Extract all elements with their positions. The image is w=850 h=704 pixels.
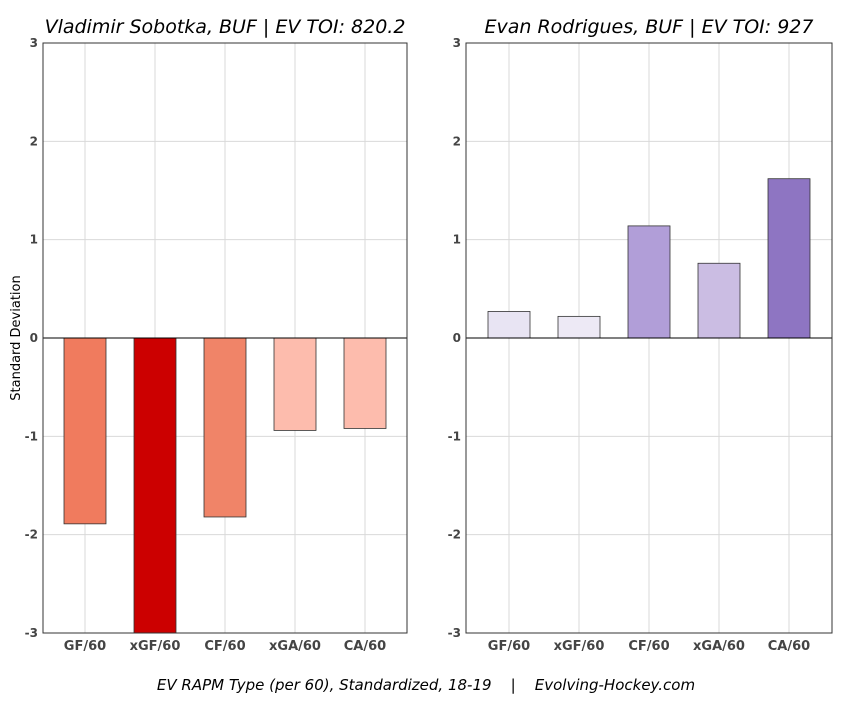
bar-xga-per-60: [697, 262, 741, 339]
chart-panel-1: -3 -2 -1 0 1 2 3 GF/60 xGF/60 CF/60 xGA/60 CA/60 Vla…: [25, 16, 408, 654]
y-tick-label: 1: [30, 233, 38, 247]
y-tick-label: -3: [448, 626, 461, 640]
x-tick-label: xGA/60: [269, 639, 321, 654]
bar-xga-per-60: [273, 337, 317, 431]
x-tick-label: xGF/60: [554, 639, 605, 654]
bar-gf-per-60: [63, 337, 107, 525]
y-tick-label: 3: [30, 36, 38, 50]
y-tick-label: -2: [448, 528, 461, 542]
x-tick-label: GF/60: [64, 639, 106, 654]
x-tick-label: CA/60: [344, 639, 386, 654]
y-tick-label: 2: [453, 134, 461, 148]
chart-panel-2: -3 -2 -1 0 1 2 3 GF/60 xGF/60 CF/60 xGA/60 CA/60 Eva…: [448, 16, 833, 654]
bar-cf-per-60: [203, 337, 247, 518]
bar-ca-per-60: [767, 178, 811, 339]
x-tick-label: xGA/60: [693, 639, 745, 654]
figure-caption: EV RAPM Type (per 60), Standardized, 18-…: [157, 676, 695, 694]
x-tick-label: CF/60: [204, 639, 245, 654]
chart-title: Evan Rodrigues, BUF | EV TOI: 927: [485, 16, 814, 38]
plot-frame: [465, 42, 833, 634]
chart-title: Vladimir Sobotka, BUF | EV TOI: 820.2: [45, 16, 406, 38]
bar-xgf-per-60: [133, 337, 177, 634]
bar-xgf-per-60: [557, 315, 601, 339]
y-tick-label: 2: [30, 134, 38, 148]
y-axis-label: Standard Deviation: [9, 275, 24, 400]
x-tick-label: CF/60: [628, 639, 669, 654]
y-tick-label: -2: [25, 528, 38, 542]
y-tick-label: 0: [453, 331, 461, 345]
y-tick-label: -1: [25, 429, 38, 443]
bar-gf-per-60: [487, 311, 531, 339]
bar-ca-per-60: [343, 337, 387, 429]
x-tick-label: CA/60: [768, 639, 810, 654]
x-tick-label: GF/60: [488, 639, 530, 654]
y-tick-label: -3: [25, 626, 38, 640]
plot-frame: [42, 42, 408, 634]
y-tick-label: 0: [30, 331, 38, 345]
y-tick-label: 1: [453, 233, 461, 247]
y-tick-label: 3: [453, 36, 461, 50]
x-tick-label: xGF/60: [130, 639, 181, 654]
y-tick-label: -1: [448, 429, 461, 443]
bar-cf-per-60: [627, 225, 671, 339]
